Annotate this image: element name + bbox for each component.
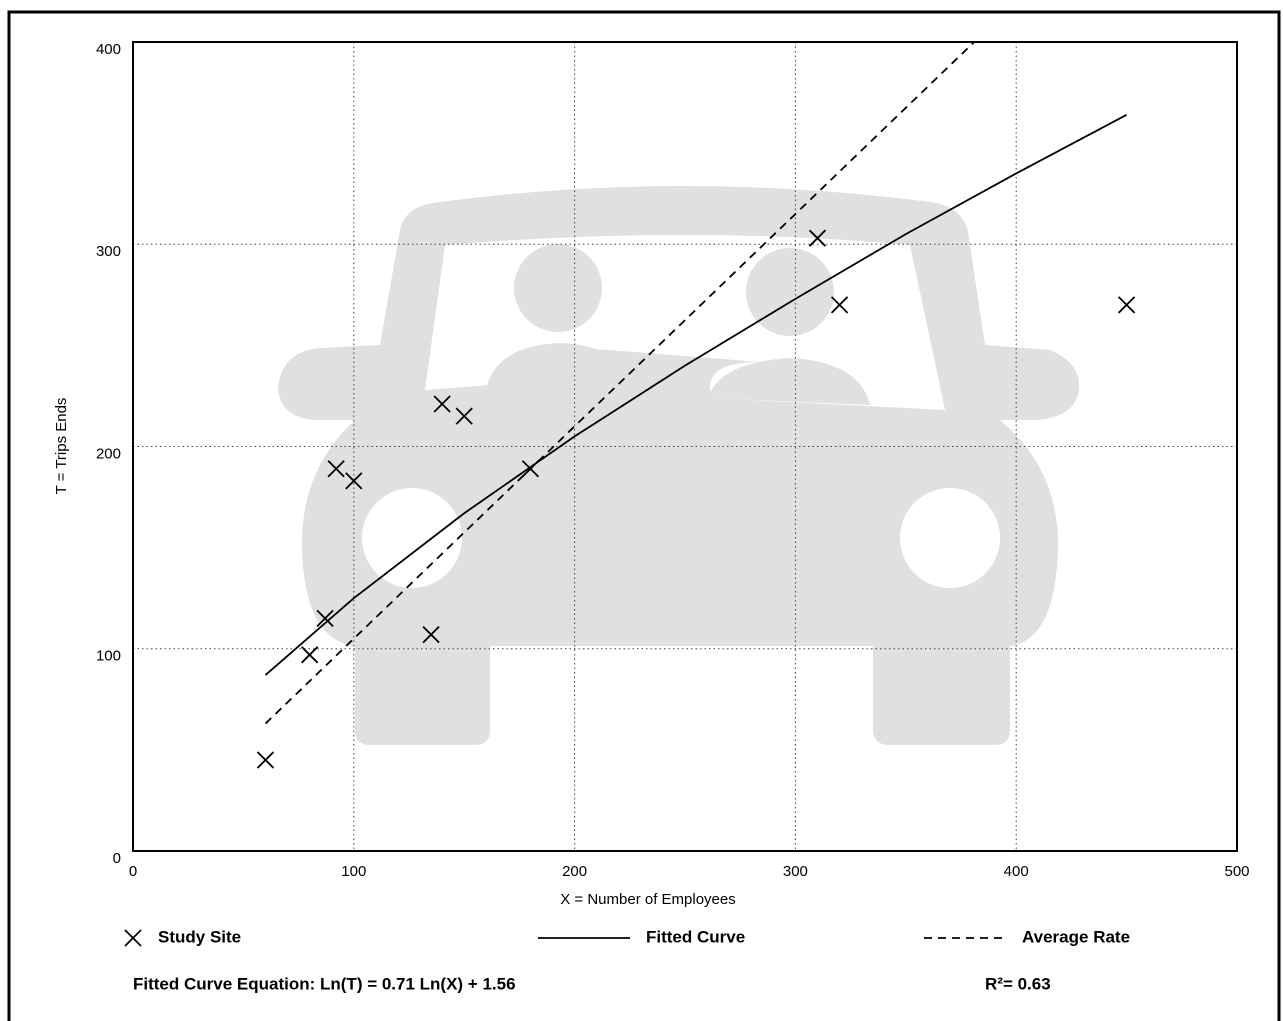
x-tick-label: 400 <box>1004 863 1029 880</box>
x-tick-label: 300 <box>783 863 808 880</box>
marker <box>345 472 363 490</box>
background-car <box>278 186 1080 745</box>
plot-area <box>132 41 1238 852</box>
marker <box>422 625 440 644</box>
marker <box>455 407 473 425</box>
x-tick-label: 0 <box>129 863 137 880</box>
equation: Fitted Curve Equation: Ln(T) = 0.71 Ln(X… <box>133 974 516 993</box>
marker <box>301 646 319 664</box>
marker <box>316 609 334 628</box>
y-tick-label: 100 <box>96 648 121 665</box>
x-tick-label: 500 <box>1224 863 1249 880</box>
y-tick-label: 200 <box>96 445 121 462</box>
x-tick-label: 200 <box>562 863 587 880</box>
x-axis-label: X = Number of Employees <box>560 891 736 908</box>
marker <box>808 229 827 247</box>
marker <box>433 395 451 413</box>
legend-label: Average Rate <box>1022 927 1130 946</box>
y-tick-label: 0 <box>113 850 121 867</box>
legend-label: Study Site <box>158 927 241 946</box>
marker <box>830 296 849 314</box>
y-axis-label: T = Trips Ends <box>53 398 70 495</box>
series-line <box>264 41 975 725</box>
y-tick-label: 400 <box>96 41 121 58</box>
r-squared: R²= 0.63 <box>985 974 1051 993</box>
series-line <box>264 114 1128 676</box>
y-tick-label: 300 <box>96 243 121 260</box>
legend-label: Fitted Curve <box>646 927 745 946</box>
x-tick-label: 100 <box>341 863 366 880</box>
frame <box>7 10 1281 1021</box>
marker <box>256 751 275 769</box>
marker <box>124 929 142 947</box>
marker <box>327 460 345 478</box>
marker <box>1117 296 1136 314</box>
